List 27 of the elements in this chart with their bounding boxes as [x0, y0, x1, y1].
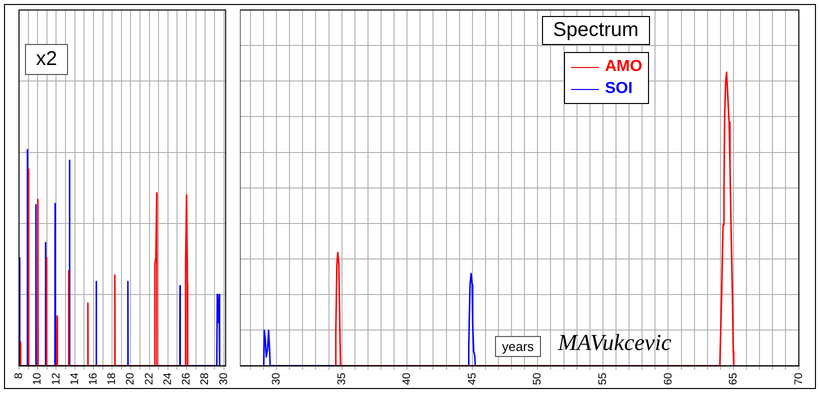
x-tick-label: 65 — [728, 372, 740, 386]
x-tick-label: 10 — [32, 372, 44, 386]
x-tick-label: 55 — [596, 372, 609, 386]
x-tick-label: 35 — [336, 372, 348, 386]
legend-label: SOI — [604, 79, 634, 99]
x-tick-label: 8 — [13, 372, 26, 379]
x-tick-label: 30 — [270, 372, 283, 386]
x-tick-label: 45 — [466, 372, 478, 386]
x-tick-label: 14 — [68, 372, 81, 386]
x-tick-label: 12 — [50, 372, 62, 386]
x-tick-label: 18 — [106, 372, 118, 386]
annotation: MAVukcevic — [558, 330, 672, 356]
text: x2 — [25, 44, 68, 75]
x-tick-label: 30 — [218, 372, 230, 386]
x-tick-label: 28 — [199, 372, 212, 386]
legend-label: AMO — [604, 57, 642, 77]
x-axis-title: years — [495, 336, 541, 357]
x-tick-label: 20 — [124, 372, 137, 386]
x-tick-label: 40 — [401, 372, 414, 386]
x-tick-label: 22 — [143, 372, 156, 386]
x-tick-label: 24 — [162, 372, 174, 386]
x-tick-label: 70 — [792, 372, 805, 386]
x-tick-label: 60 — [662, 372, 674, 386]
x-tick-label: 26 — [180, 372, 193, 386]
legend-title: Spectrum — [542, 16, 650, 45]
x-tick-label: 50 — [532, 372, 544, 386]
x-tick-label: 16 — [87, 372, 100, 386]
